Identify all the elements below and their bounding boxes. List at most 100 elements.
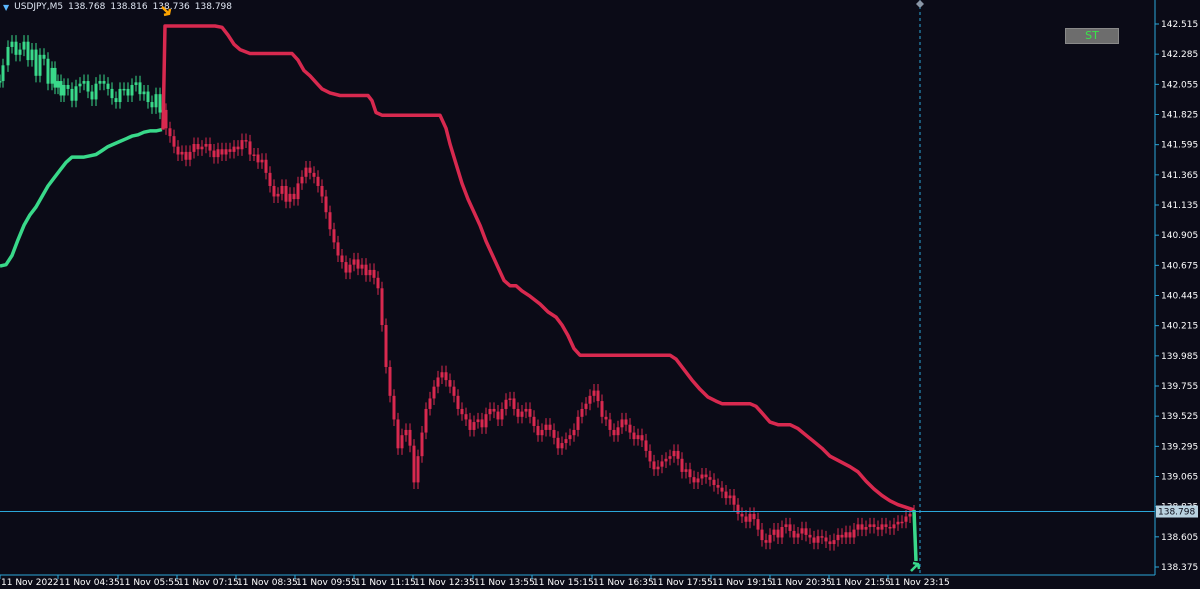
price-candle xyxy=(900,521,904,524)
shift-marker-icon xyxy=(916,0,924,8)
price-candle xyxy=(528,408,532,417)
price-tick-label: 141.595 xyxy=(1161,141,1198,151)
price-candle xyxy=(564,439,568,444)
price-candle xyxy=(256,154,260,163)
price-tick-label: 142.285 xyxy=(1161,50,1198,60)
price-tick-label: 139.295 xyxy=(1161,442,1198,452)
price-candle xyxy=(768,534,772,543)
price-tick-label: 139.525 xyxy=(1161,412,1198,422)
price-candle xyxy=(62,84,66,96)
price-candle xyxy=(284,185,288,202)
price-candle xyxy=(18,49,22,55)
price-tick-label: 141.135 xyxy=(1161,201,1198,211)
price-tick-label: 138.605 xyxy=(1161,533,1198,543)
price-candle xyxy=(146,91,150,103)
price-candle xyxy=(428,398,432,409)
price-candle xyxy=(872,524,876,527)
price-candle xyxy=(860,524,864,530)
price-candle xyxy=(94,83,98,100)
price-candle xyxy=(216,149,220,158)
price-candle xyxy=(6,46,10,66)
price-candle xyxy=(712,479,716,486)
price-candle xyxy=(524,408,528,412)
price-candle xyxy=(134,82,138,85)
price-candle xyxy=(304,167,308,177)
price-candle xyxy=(884,524,888,527)
price-candle xyxy=(888,526,892,529)
price-candle xyxy=(260,159,264,163)
price-candle xyxy=(224,149,228,155)
price-candle xyxy=(792,530,796,538)
price-candle xyxy=(440,372,444,378)
price-candle xyxy=(840,534,844,538)
price-candle xyxy=(50,67,54,84)
price-candle xyxy=(776,529,780,538)
price-candle xyxy=(344,262,348,273)
price-candle xyxy=(66,84,70,89)
price-candle xyxy=(360,264,364,269)
price-candle xyxy=(396,419,400,449)
price-candle xyxy=(716,485,720,488)
sell-arrow-icon xyxy=(161,5,172,17)
price-candle xyxy=(420,432,424,457)
price-candle xyxy=(208,144,212,151)
price-candle xyxy=(98,81,102,84)
price-candle xyxy=(488,408,492,415)
price-candle xyxy=(604,416,608,420)
price-candle xyxy=(464,414,468,420)
price-candle xyxy=(728,495,732,499)
price-candle xyxy=(772,529,776,535)
price-candle xyxy=(228,149,232,152)
price-candle xyxy=(150,102,154,108)
price-candle xyxy=(856,524,860,530)
price-candle xyxy=(484,414,488,428)
supertrend-bear-line xyxy=(161,24,915,512)
price-tick-label: 141.365 xyxy=(1161,171,1198,181)
price-candle xyxy=(404,429,408,436)
price-candle xyxy=(332,229,336,243)
time-tick-label: 11 Nov 04:35 xyxy=(59,578,120,588)
price-candle xyxy=(868,524,872,527)
time-tick-label: 11 Nov 15:15 xyxy=(533,578,594,588)
price-candle xyxy=(192,144,196,152)
chart-menu-icon[interactable]: ▼ xyxy=(3,2,10,12)
symbol-label: USDJPY,M5 xyxy=(14,2,64,12)
price-candle xyxy=(412,445,416,483)
price-candle xyxy=(376,277,380,289)
price-candle xyxy=(732,495,736,505)
price-candle xyxy=(492,408,496,412)
price-candle xyxy=(692,477,696,483)
chart-header: ▼ USDJPY,M5 138.768 138.816 138.736 138.… xyxy=(3,1,232,13)
price-candle xyxy=(748,513,752,522)
price-candle xyxy=(760,529,764,541)
price-candle xyxy=(668,456,672,459)
price-candle xyxy=(26,41,30,61)
price-candle xyxy=(740,513,744,517)
time-tick-label: 11 Nov 23:15 xyxy=(889,578,950,588)
price-candle xyxy=(540,429,544,436)
price-candle xyxy=(90,91,94,100)
price-candle xyxy=(656,466,660,470)
price-tick-label: 142.515 xyxy=(1161,20,1198,30)
price-candle xyxy=(520,411,524,417)
price-candle xyxy=(220,149,224,155)
high-value: 138.816 xyxy=(110,2,148,12)
price-candle xyxy=(200,146,204,150)
open-value: 138.768 xyxy=(68,2,106,12)
price-candle xyxy=(372,269,376,278)
price-candle xyxy=(232,146,236,152)
price-candle xyxy=(328,212,332,230)
st-toggle-button[interactable]: ST xyxy=(1065,28,1119,44)
price-candle xyxy=(660,461,664,467)
price-candle xyxy=(580,408,584,417)
price-candle xyxy=(552,429,556,438)
close-value: 138.798 xyxy=(194,2,232,12)
price-candle xyxy=(0,81,2,83)
price-candle xyxy=(808,534,812,538)
price-candle xyxy=(248,141,252,155)
price-tick-label: 140.445 xyxy=(1161,292,1198,302)
price-candle xyxy=(356,259,360,269)
price-candle xyxy=(472,422,476,430)
price-candle xyxy=(158,94,162,113)
